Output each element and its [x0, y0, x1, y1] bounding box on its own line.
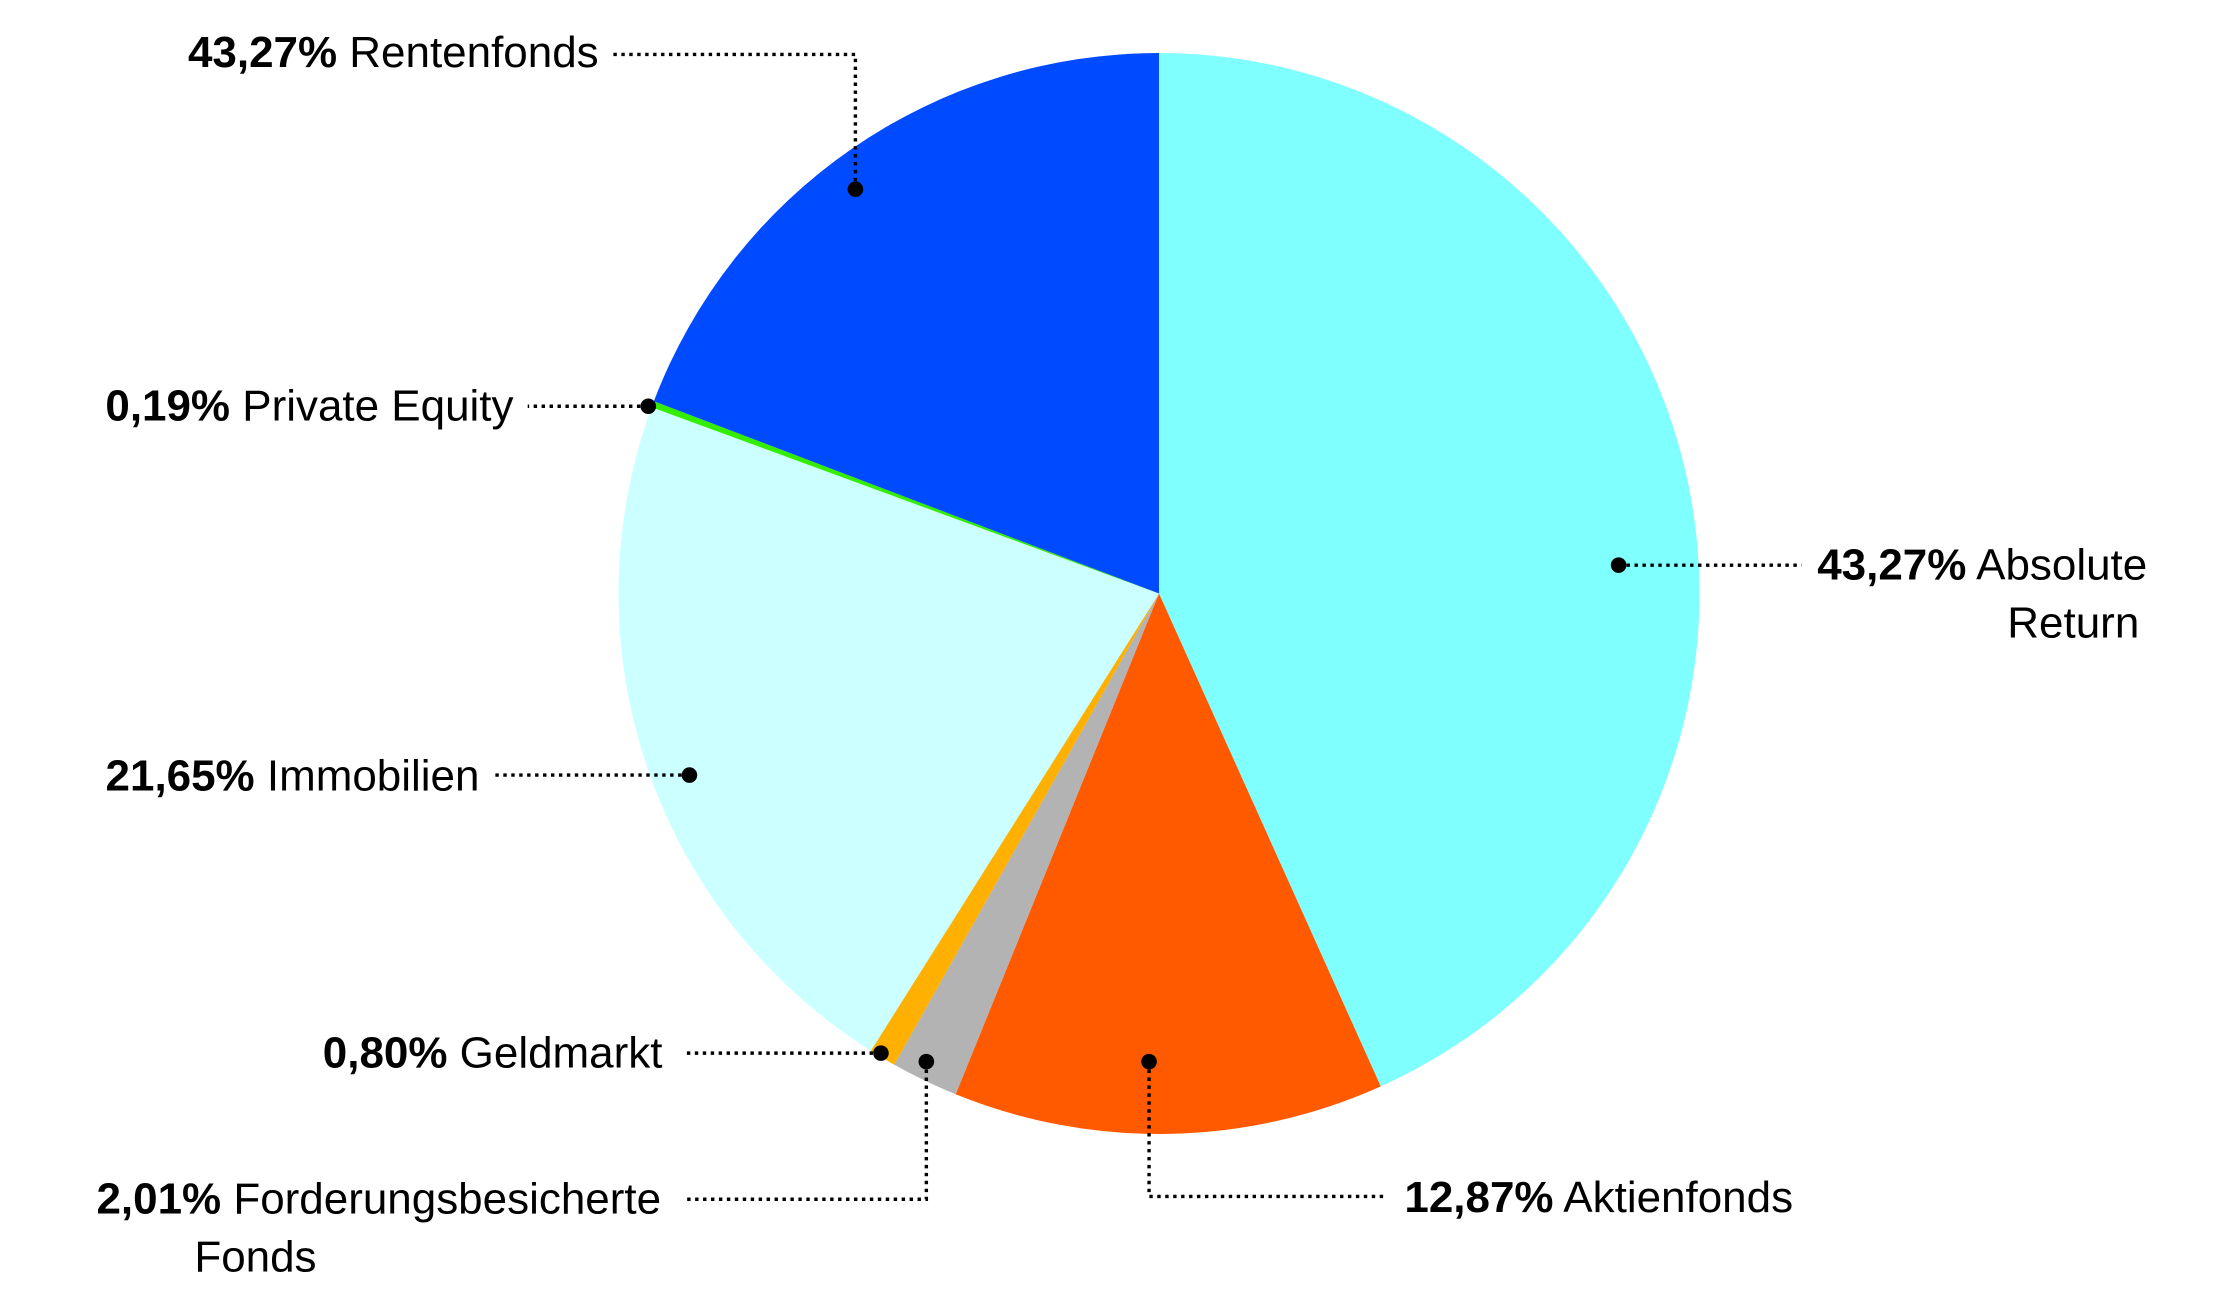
label-value: 0,19% [105, 381, 230, 430]
label-forderungsbesicherte-fonds: 2,01% Forderungsbesicherte [96, 1174, 661, 1223]
label-name: Forderungsbesicherte [221, 1174, 661, 1223]
label-geldmarkt: 0,80% Geldmarkt [323, 1028, 663, 1077]
leader-dot-aktienfonds [1141, 1053, 1157, 1070]
label-value: 0,80% [323, 1028, 448, 1077]
label-value: 12,87% [1404, 1173, 1553, 1222]
leader-line-forderungsbesicherte-fonds [685, 1061, 929, 1201]
leader-dot-immobilien [681, 767, 698, 783]
leader-dot-private-equity [640, 398, 657, 415]
label-absolute-return: 43,27% Absolute [1817, 540, 2147, 589]
label-aktienfonds: 12,87% Aktienfonds [1404, 1173, 1793, 1222]
label-value: 2,01% [96, 1174, 221, 1223]
label-name: Absolute [1966, 540, 2147, 589]
label-name-line2-absolute-return: Return [2007, 598, 2139, 647]
label-name: Immobilien [255, 752, 480, 801]
label-name: Aktienfonds [1554, 1173, 1794, 1222]
slice-private-equity [651, 401, 1159, 594]
leader-dot-forderungsbesicherte-fonds [918, 1053, 935, 1070]
label-name-line2-forderungsbesicherte-fonds: Fonds [194, 1233, 316, 1282]
leader-line-rentenfonds [612, 52, 858, 190]
slice-aktienfonds [955, 593, 1381, 1134]
label-value: 43,27% [188, 28, 337, 77]
leader-dot-rentenfonds [847, 181, 864, 198]
label-immobilien: 21,65% Immobilien [106, 752, 480, 801]
slice-absolute-return [1158, 53, 1700, 1087]
label-name: Geldmarkt [447, 1028, 662, 1077]
slice-forderungsbesicherte-fonds [894, 593, 1159, 1095]
slice-geldmarkt [870, 593, 1159, 1065]
label-value: 21,65% [106, 752, 255, 801]
pie-slices [618, 53, 1700, 1134]
leader-dot-geldmarkt [873, 1045, 889, 1061]
slice-labels: 43,27% Absolute Return 12,87% Aktienfonds 2… [96, 28, 2147, 1281]
label-private-equity: 0,19% Private Equity [105, 381, 513, 430]
slice-immobilien [618, 407, 1159, 1051]
label-name: Rentenfonds [337, 28, 599, 77]
label-name: Private Equity [230, 381, 513, 430]
label-rentenfonds: 43,27% Rentenfonds [188, 28, 599, 77]
slice-rentenfonds [653, 53, 1159, 594]
leader-dot-absolute-return [1610, 557, 1627, 573]
label-value: 43,27% [1817, 540, 1966, 589]
